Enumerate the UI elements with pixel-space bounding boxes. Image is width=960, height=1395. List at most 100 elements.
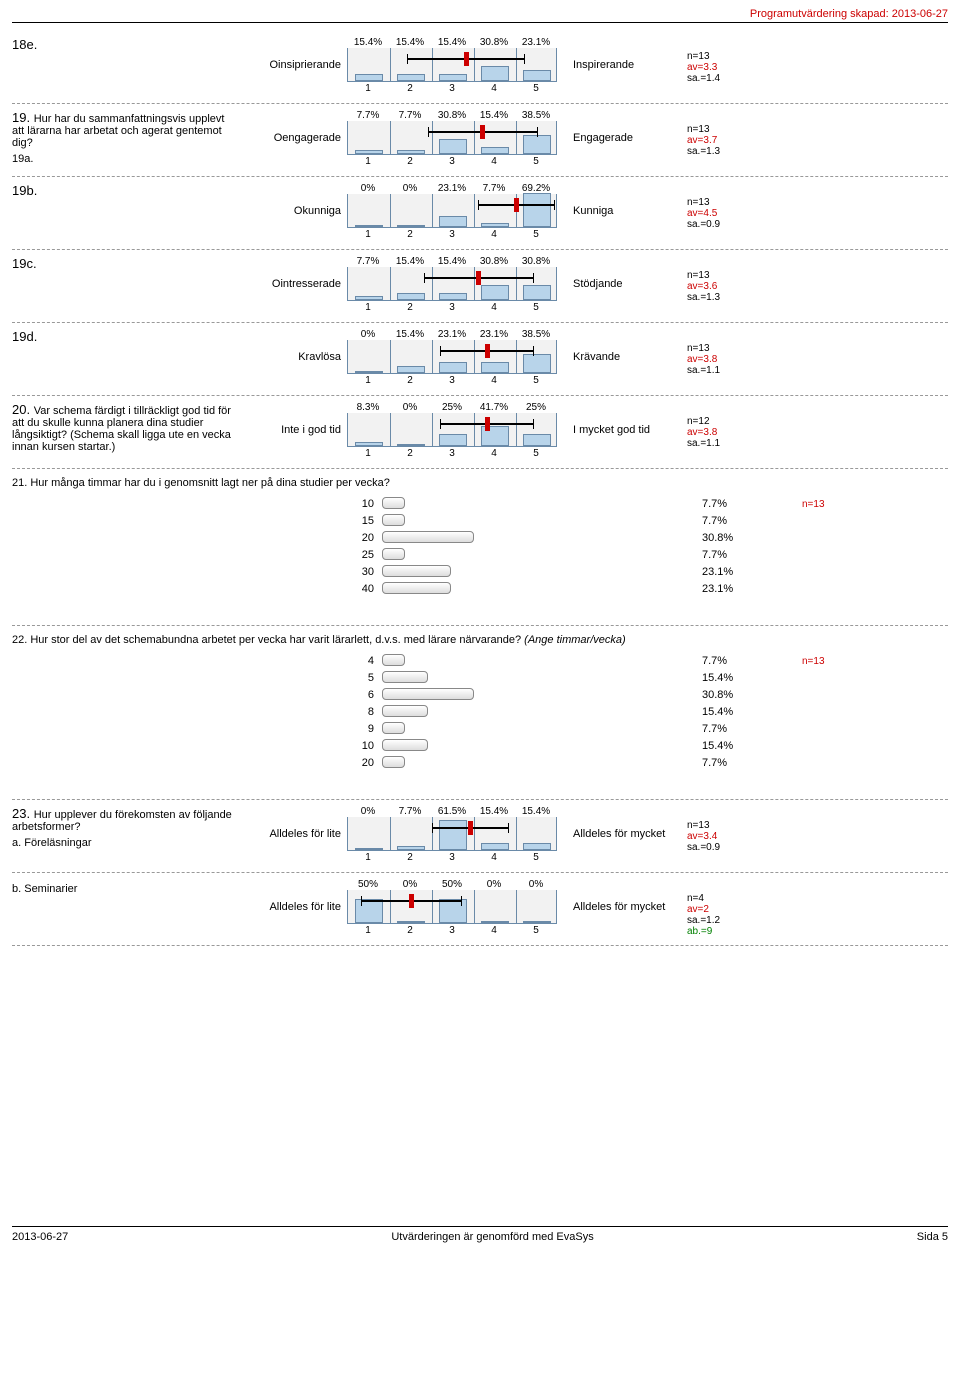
hbar-label: 8 (12, 706, 382, 718)
pct-label: 0% (389, 402, 431, 413)
hbar-label: 10 (12, 498, 382, 510)
hbar-row: 157.7% (12, 514, 948, 528)
whisker-tick (440, 346, 441, 356)
hbar-n: n=13 (772, 499, 825, 510)
chart-col: 8.3%0%25%41.7%25%12345 (347, 402, 567, 462)
hbar-pct: 23.1% (692, 583, 772, 595)
mini-bar (355, 848, 383, 850)
hbar-row: 515.4% (12, 671, 948, 685)
axis-label: 4 (473, 925, 515, 936)
whisker-tick (554, 200, 555, 210)
hbar-track (382, 582, 692, 596)
pct-label: 30.8% (473, 37, 515, 48)
hbar-track (382, 705, 692, 719)
pct-label: 50% (431, 879, 473, 890)
mini-bar (439, 899, 467, 923)
hbar-track (382, 531, 692, 545)
hbar-row: 10 7.7%n=13 (12, 497, 948, 511)
whisker-tick (432, 823, 433, 833)
hbar-row: 97.7% (12, 722, 948, 736)
pct-row: 7.7%15.4%15.4%30.8%30.8% (347, 256, 557, 267)
hbar-row: 4023.1% (12, 582, 948, 596)
mini-bar (355, 371, 383, 373)
mean-marker (464, 52, 469, 66)
question-text: 18e. (12, 37, 247, 52)
stats: n=13av=3.7sa.=1.3 (687, 110, 767, 157)
mini-bar (355, 442, 383, 446)
hbar-label: 5 (12, 672, 382, 684)
chart-col: 0%0%23.1%7.7%69.2%12345 (347, 183, 567, 243)
footer-date: 2013-06-27 (12, 1231, 68, 1243)
hbar-n: n=13 (772, 656, 825, 667)
pct-label: 61.5% (431, 806, 473, 817)
question-text: 19c. (12, 256, 247, 271)
mini-bar (523, 434, 551, 446)
whisker-tick (407, 54, 408, 64)
pct-row: 0%0%23.1%7.7%69.2% (347, 183, 557, 194)
pct-label: 15.4% (473, 806, 515, 817)
axis-label: 2 (389, 448, 431, 459)
chart-col: 0%7.7%61.5%15.4%15.4%12345 (347, 806, 567, 866)
axis-label: 3 (431, 83, 473, 94)
likert-row-q20: 20. Var schema färdigt i tillräckligt go… (12, 396, 948, 469)
stats: n=13av=3.4sa.=0.9 (687, 806, 767, 853)
hbar-label: 10 (12, 740, 382, 752)
pct-label: 30.8% (431, 110, 473, 121)
axis-label: 5 (515, 229, 557, 240)
pct-label: 0% (389, 879, 431, 890)
chart-col: 7.7%7.7%30.8%15.4%38.5%12345 (347, 110, 567, 170)
axis-label: 1 (347, 448, 389, 459)
hbar-pct: 7.7% (692, 655, 772, 667)
mini-chart: 0%7.7%61.5%15.4%15.4%12345 (347, 806, 557, 866)
pct-label: 15.4% (389, 329, 431, 340)
question-text: 19d. (12, 329, 247, 344)
mean-marker (409, 894, 414, 908)
axis-label: 4 (473, 375, 515, 386)
mini-bar (523, 285, 551, 300)
axis-label: 2 (389, 83, 431, 94)
mini-bar (397, 846, 425, 850)
mini-bar (397, 921, 425, 923)
whisker-tick (533, 419, 534, 429)
pct-label: 69.2% (515, 183, 557, 194)
pct-label: 15.4% (389, 256, 431, 267)
axis-label: 4 (473, 448, 515, 459)
right-anchor: Krävande (567, 329, 687, 363)
right-anchor: Alldeles för mycket (567, 879, 687, 913)
hbar-row: 2030.8% (12, 531, 948, 545)
whisker-tick (428, 127, 429, 137)
left-anchor: Oinsiprierande (247, 37, 347, 71)
pct-row: 15.4%15.4%15.4%30.8%23.1% (347, 37, 557, 48)
mini-plot (347, 890, 557, 924)
hbar-pct: 7.7% (692, 498, 772, 510)
hbar-row: 3023.1% (12, 565, 948, 579)
hbar-pct: 15.4% (692, 740, 772, 752)
pct-label: 7.7% (347, 256, 389, 267)
hbar-label: 9 (12, 723, 382, 735)
mini-plot (347, 267, 557, 301)
hbar-fill (382, 582, 451, 594)
axis-label: 4 (473, 852, 515, 863)
pct-label: 23.1% (431, 329, 473, 340)
question-text: 23. Hur upplever du förekomsten av följa… (12, 806, 247, 849)
axis-label: 4 (473, 302, 515, 313)
hbar-fill (382, 531, 474, 543)
question-text: b. Seminarier (12, 879, 247, 895)
footer-page: Sida 5 (917, 1231, 948, 1243)
likert-row-q18e: 18e. Oinsiprierande15.4%15.4%15.4%30.8%2… (12, 31, 948, 104)
pct-label: 23.1% (431, 183, 473, 194)
mini-bar (523, 193, 551, 227)
whisker-tick (440, 419, 441, 429)
axis-label: 2 (389, 925, 431, 936)
axis-row: 12345 (347, 375, 557, 386)
hbar-pct: 7.7% (692, 549, 772, 561)
likert-row-q19: 19. Hur har du sammanfattningsvis upplev… (12, 104, 948, 177)
axis-label: 4 (473, 83, 515, 94)
axis-row: 12345 (347, 156, 557, 167)
pct-row: 0%15.4%23.1%23.1%38.5% (347, 329, 557, 340)
stats: n=13av=3.3sa.=1.4 (687, 37, 767, 84)
axis-row: 12345 (347, 852, 557, 863)
axis-label: 2 (389, 302, 431, 313)
hbar-track (382, 688, 692, 702)
mini-chart: 0%15.4%23.1%23.1%38.5% 12345 (347, 329, 557, 389)
